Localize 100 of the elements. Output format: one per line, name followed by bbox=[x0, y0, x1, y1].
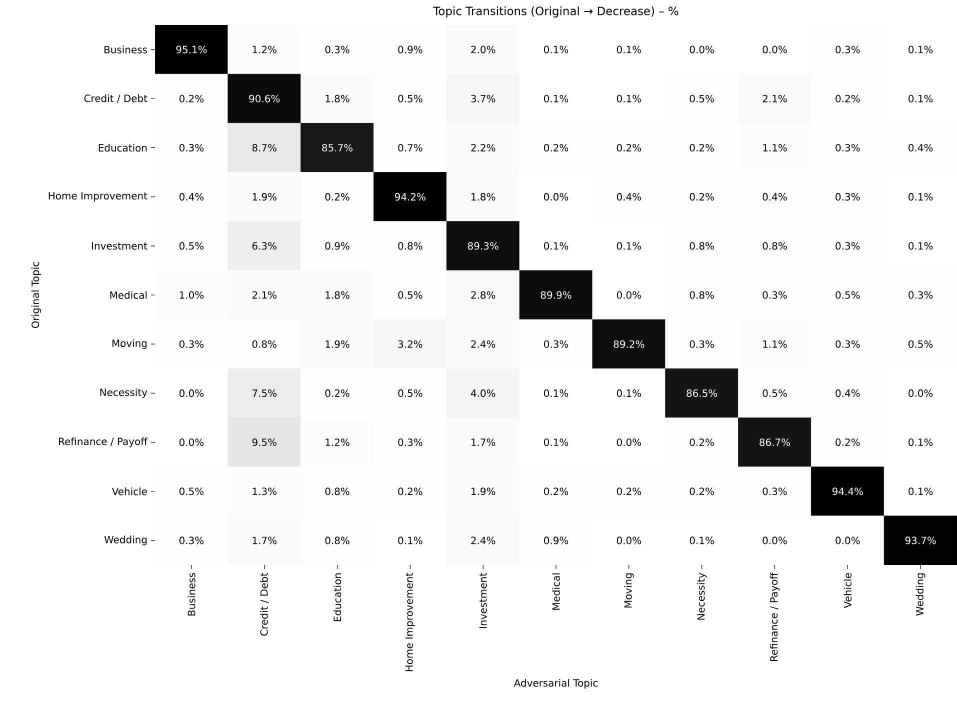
data-label: 89.2% bbox=[614, 340, 644, 348]
data-label: 0.9% bbox=[398, 46, 422, 54]
data-label: 0.8% bbox=[325, 536, 350, 544]
x-tick-label: Wedding bbox=[916, 573, 926, 616]
data-label: 1.8% bbox=[326, 94, 350, 102]
data-label: 0.0% bbox=[544, 193, 568, 201]
data-label: 0.5% bbox=[179, 488, 204, 496]
data-label: 2.0% bbox=[471, 46, 496, 54]
data-label: 0.1% bbox=[908, 242, 933, 250]
data-label: 0.1% bbox=[616, 389, 642, 397]
data-label: 0.3% bbox=[179, 144, 204, 152]
data-label: 0.3% bbox=[325, 46, 350, 54]
data-label: 0.1% bbox=[544, 46, 568, 54]
data-label: 0.8% bbox=[398, 242, 422, 250]
data-label: 0.1% bbox=[544, 94, 568, 102]
y-tick-label: Medical bbox=[110, 291, 147, 299]
data-label: 0.5% bbox=[690, 94, 714, 102]
data-label: 2.4% bbox=[471, 340, 496, 348]
x-tick-label: Investment bbox=[479, 572, 487, 628]
data-label: 0.4% bbox=[836, 389, 860, 397]
x-tick-label: Business bbox=[188, 573, 196, 616]
data-label: 1.8% bbox=[326, 291, 350, 299]
data-label: 1.2% bbox=[252, 46, 276, 54]
data-label: 0.0% bbox=[762, 46, 787, 54]
data-label: 0.0% bbox=[908, 389, 933, 397]
data-label: 0.1% bbox=[690, 536, 714, 544]
data-label: 0.3% bbox=[690, 340, 714, 348]
data-label: 0.1% bbox=[908, 193, 933, 201]
data-label: 1.9% bbox=[472, 488, 496, 496]
y-tick-label: Business bbox=[104, 46, 147, 54]
data-label: 86.5% bbox=[686, 389, 718, 397]
data-label: 3.7% bbox=[471, 94, 496, 102]
data-label: 0.3% bbox=[836, 242, 860, 250]
x-tick-label: Home Improvement bbox=[406, 572, 415, 672]
data-label: 0.2% bbox=[836, 438, 860, 446]
data-label: 0.2% bbox=[616, 488, 642, 496]
data-label: 0.0% bbox=[616, 536, 642, 544]
data-label: 2.4% bbox=[471, 536, 496, 544]
data-label: 1.0% bbox=[180, 291, 204, 299]
data-label: 0.3% bbox=[179, 536, 204, 544]
x-axis-title: Adversarial Topic bbox=[514, 678, 598, 689]
data-label: 0.1% bbox=[544, 242, 568, 250]
y-tick-label: Investment bbox=[92, 242, 148, 250]
data-label: 0.2% bbox=[398, 488, 422, 496]
data-label: 0.0% bbox=[616, 438, 642, 446]
data-label: 0.5% bbox=[762, 389, 787, 397]
data-label: 0.2% bbox=[325, 193, 350, 201]
x-tick-label: Education bbox=[333, 573, 342, 622]
data-label: 0.3% bbox=[762, 291, 787, 299]
x-tick-label: Refinance / Payoff bbox=[770, 572, 780, 661]
chart-title: Topic Transitions (Original → Decrease) – % bbox=[433, 6, 678, 18]
data-label: 0.1% bbox=[908, 46, 933, 54]
data-label: 9.5% bbox=[252, 438, 276, 446]
data-label: 0.0% bbox=[616, 291, 642, 299]
data-label: 0.0% bbox=[179, 389, 204, 397]
data-label: 0.0% bbox=[179, 438, 204, 446]
data-label: 0.3% bbox=[836, 46, 860, 54]
data-label: 1.7% bbox=[472, 438, 496, 446]
y-axis-title: Original Topic bbox=[31, 262, 42, 328]
data-label: 2.1% bbox=[252, 291, 276, 299]
y-tick-label: Necessity bbox=[100, 388, 148, 398]
data-label: 0.3% bbox=[836, 340, 860, 348]
data-label: 0.4% bbox=[908, 144, 933, 152]
x-tick-label: Credit / Debt bbox=[260, 572, 269, 636]
data-label: 0.2% bbox=[325, 389, 350, 397]
data-label: 0.2% bbox=[690, 193, 714, 201]
data-label: 95.1% bbox=[176, 46, 207, 54]
data-label: 0.5% bbox=[179, 242, 204, 250]
data-label: 0.2% bbox=[616, 144, 642, 152]
y-tick-label: Wedding bbox=[104, 536, 147, 546]
data-label: 0.3% bbox=[398, 438, 422, 446]
y-tick-label: Credit / Debt bbox=[84, 94, 148, 103]
data-label: 0.1% bbox=[616, 242, 642, 250]
data-label: 94.2% bbox=[394, 193, 426, 201]
data-label: 1.7% bbox=[252, 536, 276, 544]
data-label: 2.8% bbox=[471, 291, 496, 299]
data-label: 1.1% bbox=[763, 340, 787, 348]
data-label: 1.3% bbox=[252, 488, 276, 496]
data-label: 1.9% bbox=[252, 193, 276, 201]
data-label: 0.9% bbox=[544, 536, 568, 544]
data-label: 85.7% bbox=[322, 144, 353, 152]
data-label: 0.2% bbox=[690, 438, 714, 446]
x-tick-label: Vehicle bbox=[844, 573, 852, 608]
y-tick-label: Refinance / Payoff bbox=[59, 437, 148, 448]
data-label: 89.3% bbox=[468, 242, 498, 250]
data-label: 89.9% bbox=[540, 291, 572, 299]
data-label: 0.2% bbox=[836, 94, 860, 102]
y-tick-label: Education bbox=[98, 144, 147, 152]
data-label: 7.5% bbox=[252, 389, 276, 397]
data-label: 1.1% bbox=[763, 144, 787, 152]
data-label: 0.3% bbox=[836, 144, 860, 152]
data-label: 4.0% bbox=[470, 389, 496, 397]
data-label: 1.9% bbox=[326, 340, 350, 348]
data-label: 0.2% bbox=[690, 144, 714, 152]
data-label: 0.3% bbox=[836, 193, 860, 201]
data-label: 0.5% bbox=[398, 94, 422, 102]
y-tick-label: Vehicle bbox=[112, 488, 147, 496]
data-label: 0.1% bbox=[908, 438, 933, 446]
data-label: 0.4% bbox=[616, 193, 642, 201]
data-label: 0.4% bbox=[179, 193, 204, 201]
